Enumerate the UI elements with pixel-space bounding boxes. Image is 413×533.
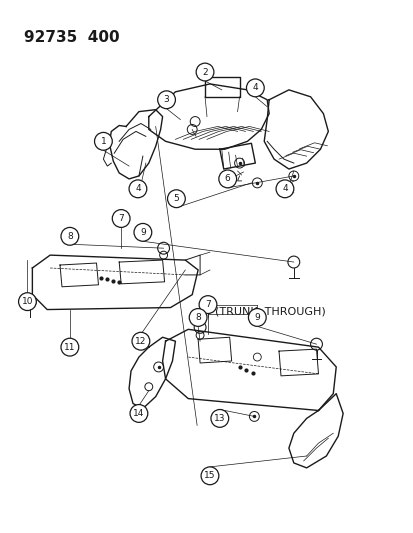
Text: 3: 3 bbox=[163, 95, 169, 104]
Text: 4: 4 bbox=[135, 184, 140, 193]
Text: 8: 8 bbox=[195, 313, 200, 322]
Circle shape bbox=[189, 309, 206, 326]
Circle shape bbox=[199, 296, 216, 313]
Text: 11: 11 bbox=[64, 343, 76, 352]
Circle shape bbox=[61, 228, 78, 245]
Text: 13: 13 bbox=[214, 414, 225, 423]
Circle shape bbox=[129, 180, 147, 198]
Text: 15: 15 bbox=[204, 471, 215, 480]
Text: 9: 9 bbox=[254, 313, 259, 322]
Circle shape bbox=[248, 309, 266, 326]
Text: (TRUNK  THROUGH): (TRUNK THROUGH) bbox=[215, 306, 325, 316]
Text: 8: 8 bbox=[67, 232, 73, 241]
Circle shape bbox=[167, 190, 185, 208]
Text: 5: 5 bbox=[173, 194, 179, 203]
Text: 1: 1 bbox=[100, 137, 106, 146]
Text: 10: 10 bbox=[21, 297, 33, 306]
Text: 4: 4 bbox=[252, 83, 258, 92]
Circle shape bbox=[132, 332, 150, 350]
Circle shape bbox=[61, 338, 78, 356]
Text: 14: 14 bbox=[133, 409, 144, 418]
Circle shape bbox=[19, 293, 36, 311]
Circle shape bbox=[130, 405, 147, 422]
Text: 4: 4 bbox=[281, 184, 287, 193]
Circle shape bbox=[94, 132, 112, 150]
Circle shape bbox=[275, 180, 293, 198]
Text: 6: 6 bbox=[224, 174, 230, 183]
Text: 7: 7 bbox=[204, 300, 210, 309]
Circle shape bbox=[112, 209, 130, 228]
Circle shape bbox=[246, 79, 263, 97]
Circle shape bbox=[157, 91, 175, 109]
Text: 9: 9 bbox=[140, 228, 145, 237]
Circle shape bbox=[196, 63, 214, 81]
Circle shape bbox=[134, 223, 152, 241]
Text: 7: 7 bbox=[118, 214, 124, 223]
Text: 92735  400: 92735 400 bbox=[24, 30, 120, 45]
Circle shape bbox=[201, 467, 218, 484]
Text: 12: 12 bbox=[135, 337, 146, 346]
Text: 2: 2 bbox=[202, 68, 207, 77]
Circle shape bbox=[211, 409, 228, 427]
Circle shape bbox=[218, 170, 236, 188]
